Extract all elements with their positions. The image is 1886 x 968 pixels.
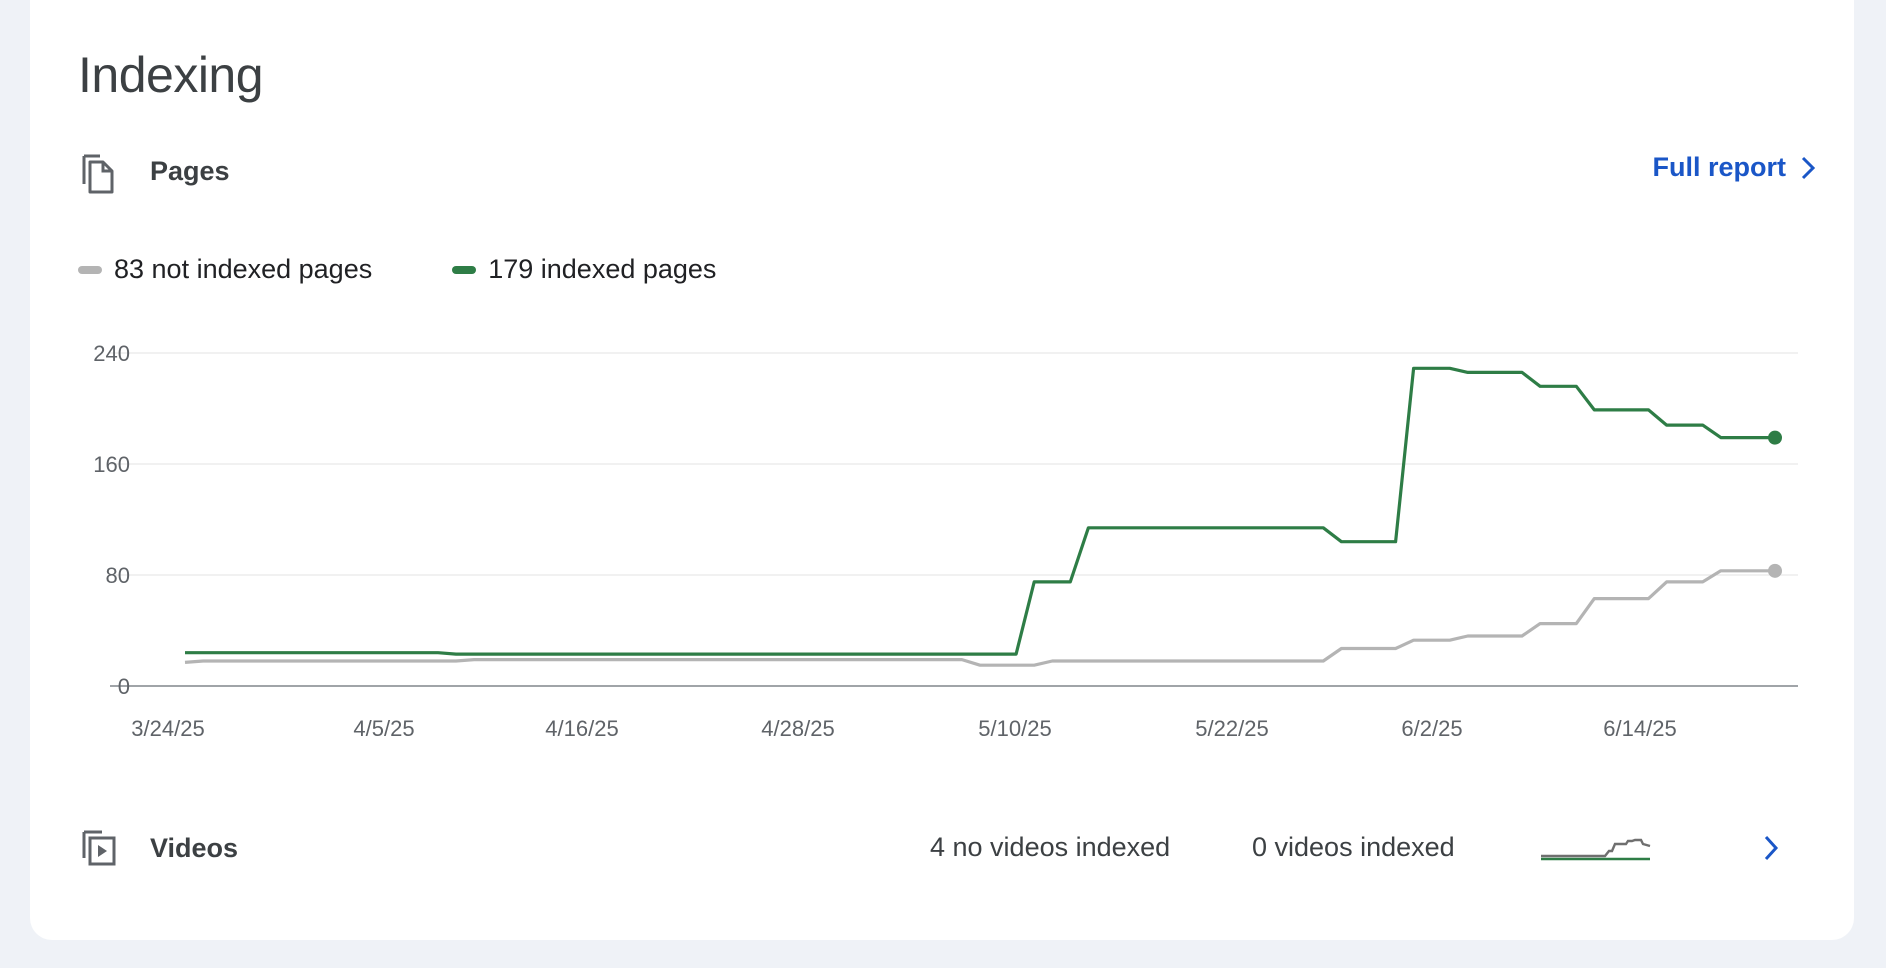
video-library-icon bbox=[80, 828, 118, 873]
indexing-card: Indexing Pages Full report 83 not indexe… bbox=[30, 0, 1854, 940]
legend-indexed[interactable]: 179 indexed pages bbox=[452, 254, 716, 285]
x-tick-label: 6/2/25 bbox=[1401, 716, 1462, 741]
series-endpoint-indexed-pages bbox=[1768, 430, 1782, 445]
videos-label: Videos bbox=[150, 833, 239, 863]
legend-not-indexed[interactable]: 83 not indexed pages bbox=[78, 254, 372, 285]
series-line-not-indexed-pages bbox=[184, 569, 1775, 667]
chevron-right-icon bbox=[1801, 156, 1816, 179]
no-videos-indexed-count: 4 no videos indexed bbox=[930, 832, 1171, 862]
y-tick-label: 160 bbox=[93, 452, 130, 477]
pages-copy-icon bbox=[80, 152, 116, 199]
y-tick-label: 80 bbox=[106, 563, 130, 588]
videos-sparkline bbox=[1541, 838, 1651, 861]
y-tick-label: 0 bbox=[118, 674, 130, 699]
videos-indexed-count: 0 videos indexed bbox=[1252, 832, 1455, 862]
sparkline-not-indexed bbox=[1541, 838, 1651, 858]
x-tick-label: 4/5/25 bbox=[353, 716, 414, 741]
x-tick-label: 6/14/25 bbox=[1603, 716, 1676, 741]
x-tick-label: 5/10/25 bbox=[978, 716, 1051, 741]
legend-indexed-label: 179 indexed pages bbox=[488, 254, 717, 284]
x-tick-label: 4/16/25 bbox=[545, 716, 618, 741]
chevron-right-icon bbox=[1764, 835, 1779, 861]
videos-open-button[interactable] bbox=[1762, 834, 1780, 867]
chart-legend: 83 not indexed pages 179 indexed pages bbox=[78, 254, 716, 285]
full-report-link[interactable]: Full report bbox=[1653, 152, 1817, 183]
series-line-indexed-pages bbox=[185, 366, 1775, 656]
x-tick-label: 5/22/25 bbox=[1195, 716, 1268, 741]
legend-swatch-not-indexed bbox=[78, 265, 102, 274]
legend-not-indexed-label: 83 not indexed pages bbox=[114, 254, 373, 284]
series-endpoint-not-indexed-pages bbox=[1768, 563, 1782, 578]
pages-label: Pages bbox=[150, 156, 230, 186]
indexing-chart: 240 160 80 03/24/25 4/5/25 4/16/25 4/28/25 5/10… bbox=[93, 341, 1798, 741]
legend-swatch-indexed bbox=[452, 265, 477, 274]
y-tick-label: 240 bbox=[93, 341, 130, 366]
x-tick-label: 4/28/25 bbox=[761, 716, 834, 741]
full-report-label: Full report bbox=[1652, 152, 1787, 182]
section-title: Indexing bbox=[78, 47, 264, 103]
x-tick-label: 3/24/25 bbox=[131, 716, 204, 741]
